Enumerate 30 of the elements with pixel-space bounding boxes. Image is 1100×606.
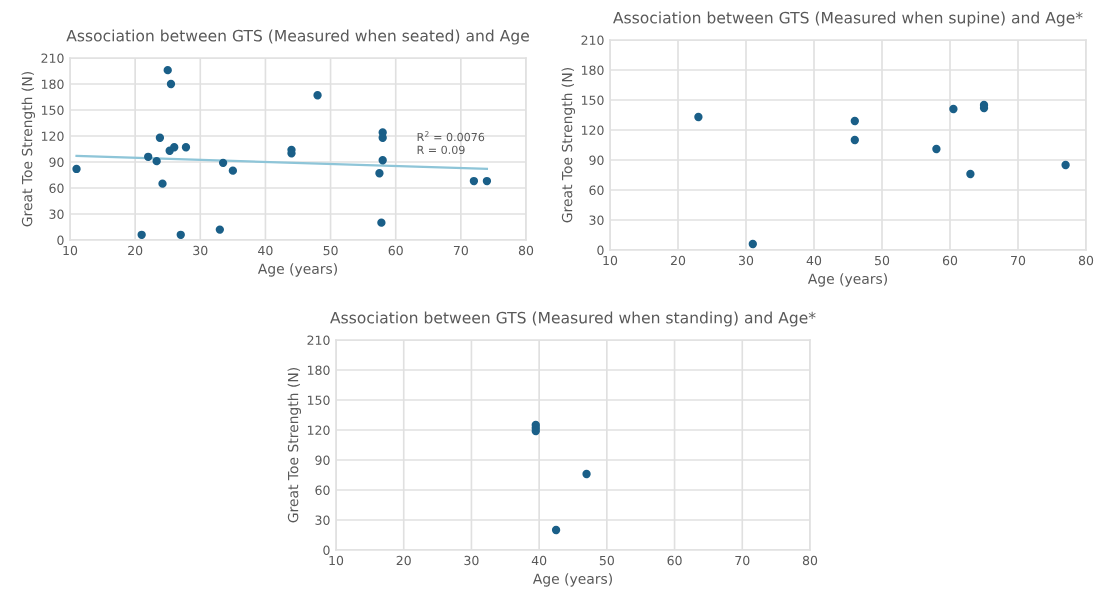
point [144,152,153,161]
point [137,230,146,239]
point [469,176,479,186]
point [966,169,975,179]
point [932,144,941,154]
point [313,91,322,100]
point [850,135,859,145]
point [158,179,167,188]
point [218,158,228,168]
point [163,65,172,75]
point [375,169,384,178]
point [176,230,185,239]
point [228,166,238,175]
point [377,218,386,227]
point [215,225,224,234]
point [850,116,859,126]
point [72,164,81,174]
point [170,143,179,152]
point [582,469,591,479]
point [551,525,561,535]
point [694,112,703,122]
point [152,156,161,166]
point [949,104,958,114]
point [155,133,165,142]
point [181,143,191,152]
point [748,239,757,249]
point [378,156,387,165]
point [482,176,492,186]
point [166,79,176,89]
point [1061,160,1070,170]
